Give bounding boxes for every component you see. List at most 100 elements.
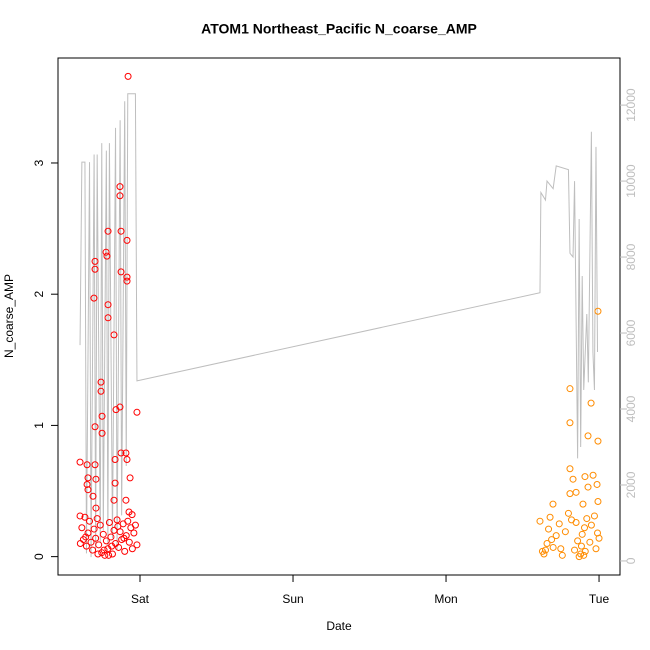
data-point bbox=[86, 517, 94, 525]
data-point bbox=[540, 550, 548, 558]
data-point bbox=[87, 538, 95, 546]
y2-tick-label: 12000 bbox=[624, 88, 638, 122]
data-point bbox=[84, 529, 92, 537]
y-tick-label: 3 bbox=[32, 159, 46, 166]
x-tick-label: Sun bbox=[282, 592, 303, 606]
data-point bbox=[541, 546, 549, 554]
data-point bbox=[581, 473, 589, 481]
data-point bbox=[81, 513, 89, 521]
data-point bbox=[103, 252, 111, 260]
data-point bbox=[91, 461, 99, 469]
data-point bbox=[125, 538, 133, 546]
data-point bbox=[549, 543, 557, 551]
data-point bbox=[76, 512, 84, 520]
data-point bbox=[83, 480, 91, 488]
data-point bbox=[78, 524, 86, 532]
data-point bbox=[98, 412, 106, 420]
data-point bbox=[123, 236, 131, 244]
data-point bbox=[543, 540, 551, 548]
x-axis-label: Date bbox=[326, 619, 352, 633]
data-point bbox=[120, 534, 128, 542]
data-point bbox=[595, 534, 603, 542]
data-point bbox=[581, 524, 589, 532]
y2-tick-label: 10000 bbox=[624, 164, 638, 198]
data-point bbox=[123, 456, 131, 464]
x-tick-label: Sat bbox=[131, 592, 150, 606]
data-point bbox=[112, 406, 120, 414]
data-point bbox=[116, 192, 124, 200]
data-point bbox=[594, 307, 602, 315]
data-point bbox=[117, 268, 125, 276]
data-point bbox=[93, 515, 101, 523]
data-point bbox=[83, 461, 91, 469]
plot-frame bbox=[57, 57, 621, 576]
data-point bbox=[579, 500, 587, 508]
data-point bbox=[115, 543, 123, 551]
data-point bbox=[566, 490, 574, 498]
y2-tick-label: 8000 bbox=[624, 243, 638, 270]
data-point bbox=[92, 504, 100, 512]
data-point bbox=[569, 475, 577, 483]
data-point bbox=[102, 537, 110, 545]
data-point bbox=[561, 528, 569, 536]
data-point bbox=[552, 532, 560, 540]
data-point bbox=[586, 538, 594, 546]
x-tick-label: Tue bbox=[589, 592, 610, 606]
data-point bbox=[121, 547, 129, 555]
x-tick-label: Mon bbox=[434, 592, 457, 606]
data-point bbox=[76, 540, 84, 548]
data-point bbox=[557, 545, 565, 553]
data-point bbox=[124, 517, 132, 525]
series-line bbox=[79, 93, 599, 558]
data-point bbox=[122, 449, 130, 457]
data-point bbox=[574, 537, 582, 545]
data-point bbox=[133, 408, 141, 416]
data-point bbox=[111, 456, 119, 464]
data-point bbox=[594, 437, 602, 445]
data-point bbox=[130, 529, 138, 537]
data-point bbox=[116, 183, 124, 191]
data-point bbox=[90, 294, 98, 302]
data-point bbox=[114, 522, 122, 530]
data-point bbox=[104, 227, 112, 235]
data-point bbox=[113, 516, 121, 524]
data-point bbox=[128, 545, 136, 553]
data-point bbox=[128, 511, 136, 519]
data-point bbox=[584, 483, 592, 491]
data-point bbox=[108, 542, 116, 550]
data-point bbox=[548, 536, 556, 544]
data-point bbox=[124, 72, 132, 80]
data-point bbox=[95, 541, 103, 549]
data-point bbox=[131, 521, 139, 529]
data-point bbox=[82, 542, 90, 550]
data-point bbox=[566, 465, 574, 473]
data-point bbox=[91, 265, 99, 273]
data-point bbox=[584, 432, 592, 440]
data-point bbox=[571, 546, 579, 554]
data-point bbox=[566, 385, 574, 393]
data-point bbox=[89, 546, 97, 554]
data-point bbox=[111, 479, 119, 487]
data-point bbox=[589, 471, 597, 479]
data-point bbox=[101, 551, 109, 559]
data-point bbox=[82, 533, 90, 541]
data-point bbox=[96, 521, 104, 529]
y2-tick-label: 4000 bbox=[624, 395, 638, 422]
data-point bbox=[110, 496, 118, 504]
y2-tick-label: 6000 bbox=[624, 319, 638, 346]
data-point bbox=[98, 429, 106, 437]
data-point bbox=[104, 314, 112, 322]
data-point bbox=[581, 547, 589, 555]
y-tick-label: 2 bbox=[32, 291, 46, 298]
data-point bbox=[566, 419, 574, 427]
data-point bbox=[580, 551, 588, 559]
data-point bbox=[590, 512, 598, 520]
data-point bbox=[572, 488, 580, 496]
data-point bbox=[546, 513, 554, 521]
data-point bbox=[91, 257, 99, 265]
data-point bbox=[100, 546, 108, 554]
data-point bbox=[94, 550, 102, 558]
data-point bbox=[107, 533, 115, 541]
data-point bbox=[593, 480, 601, 488]
